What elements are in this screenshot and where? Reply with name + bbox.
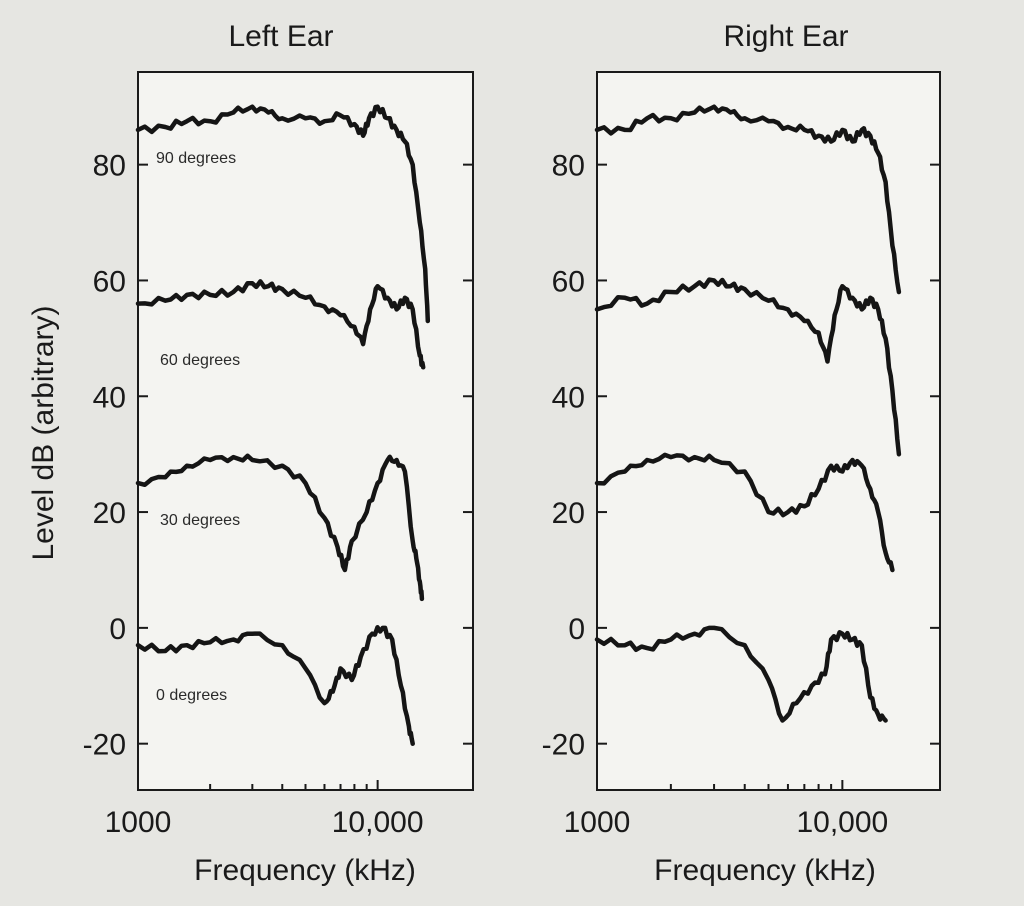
y-tick-label-left: 40: [93, 381, 126, 414]
series-line-left-0: [135, 104, 431, 324]
series-label-1: 60 degrees: [160, 352, 240, 369]
y-tick-label-left: 0: [109, 613, 126, 646]
panel-left-ear: Left Ear 80 60 40 20 0 -20 1000 10,000 90 degree…: [83, 20, 474, 887]
series-label-3: 0 degrees: [156, 687, 227, 704]
y-tick-label-right: -20: [542, 729, 585, 762]
y-axis-label: Level dB (arbitrary): [27, 305, 60, 560]
panel-title-left: Left Ear: [228, 20, 333, 53]
y-tick-label-right: 60: [552, 265, 585, 298]
series-line-left-3: [135, 625, 415, 746]
panel-title-right: Right Ear: [723, 20, 848, 53]
x-tick-label-left: 1000: [105, 806, 172, 839]
series-line-right-0: [594, 104, 902, 295]
y-tick-label-left: 20: [93, 497, 126, 530]
x-tick-label-left: 10,000: [332, 806, 424, 839]
series-line-right-3: [594, 625, 888, 723]
series-label-0: 90 degrees: [156, 150, 236, 167]
series-label-2: 30 degrees: [160, 512, 240, 529]
y-tick-label-left: -20: [83, 729, 126, 762]
series-line-right-1: [594, 277, 902, 457]
plot-content-left: 80 60 40 20 0 -20 1000 10,000 90 degrees 60 degre…: [83, 104, 473, 839]
plot-frame-left: [137, 71, 474, 791]
plot-content-right: 80 60 40 20 0 -20 1000 10,000: [542, 104, 940, 839]
plot-frame-right: [596, 71, 941, 791]
y-tick-label-left: 80: [93, 150, 126, 183]
x-tick-label-right: 10,000: [796, 806, 888, 839]
series-line-left-1: [135, 279, 426, 370]
series-line-left-2: [135, 453, 425, 602]
y-tick-label-left: 60: [93, 265, 126, 298]
x-tick-label-right: 1000: [564, 806, 631, 839]
panel-right-ear: Right Ear 80 60 40 20 0 -20 1000 10,000 Frequen…: [542, 20, 941, 887]
x-axis-label-left: Frequency (kHz): [194, 854, 416, 887]
series-line-right-2: [594, 452, 895, 573]
y-tick-label-right: 40: [552, 381, 585, 414]
y-tick-label-right: 0: [568, 613, 585, 646]
y-tick-label-right: 20: [552, 497, 585, 530]
y-tick-label-right: 80: [552, 150, 585, 183]
x-axis-label-right: Frequency (kHz): [654, 854, 876, 887]
